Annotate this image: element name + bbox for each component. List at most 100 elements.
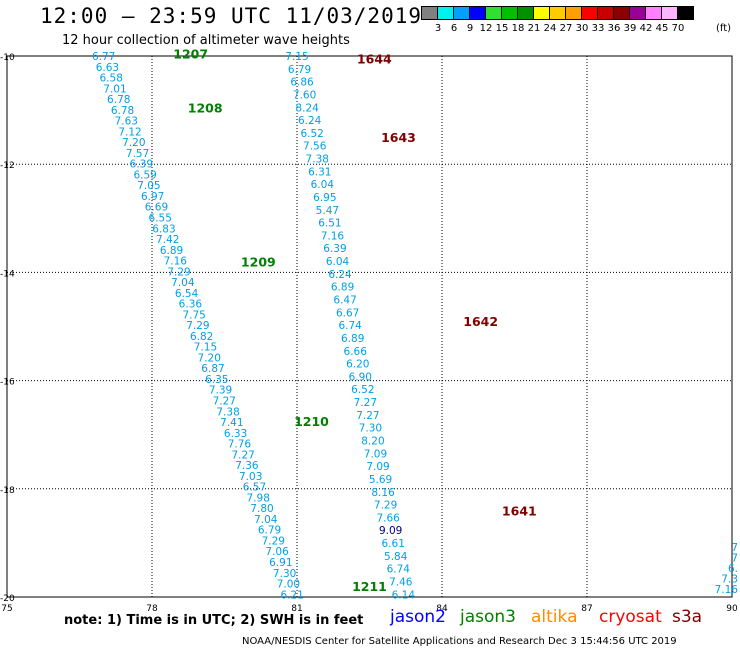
wave-height-value: 7.63 xyxy=(115,116,138,128)
wave-height-value: 5.84 xyxy=(384,551,408,563)
chart-subtitle: 12 hour collection of altimeter wave hei… xyxy=(62,33,350,48)
wave-height-value: 7.15 xyxy=(285,51,308,63)
wave-height-value: 6.61 xyxy=(382,538,405,550)
wave-height-value: 6.78 xyxy=(111,105,134,117)
wave-height-value: 6.89 xyxy=(160,245,183,257)
wave-height-value: 6.21 xyxy=(280,589,303,601)
wave-height-value: 6.95 xyxy=(313,192,336,204)
wave-height-value: 7.42 xyxy=(156,234,179,246)
wave-height-value: 7.04 xyxy=(171,277,195,289)
pass-time-label: 1643 xyxy=(381,130,416,145)
wave-height-value: 6.14 xyxy=(392,589,416,601)
wave-height-value: 6.31 xyxy=(308,166,331,178)
wave-height-value: 6.90 xyxy=(349,371,372,383)
wave-height-value: 6.24 xyxy=(328,269,352,281)
wave-height-value: 7.29 xyxy=(262,535,285,547)
wave-height-value: 6.87 xyxy=(201,363,224,375)
x-tick-label: 81 xyxy=(291,604,302,614)
wave-height-value: 6.47 xyxy=(333,295,356,307)
pass-time-label: 1644 xyxy=(357,52,392,67)
wave-height-value: 6.36 xyxy=(179,299,203,311)
wave-height-value: 7.36 xyxy=(235,460,259,472)
wave-height-value: 6.20 xyxy=(346,359,369,371)
wave-height-value: 7.01 xyxy=(103,83,126,95)
wave-height-value: 8.24 xyxy=(295,102,319,114)
scale-label: 18 xyxy=(511,23,525,34)
pass-time-label: 1641 xyxy=(502,503,537,518)
wave-height-value: 7.06 xyxy=(265,546,289,558)
wave-height-value: 7.3 xyxy=(721,574,738,586)
map-frame xyxy=(6,55,733,598)
wave-height-value: 8.16 xyxy=(371,487,395,499)
scale-label: 12 xyxy=(479,23,493,34)
y-tick-label: -16 xyxy=(0,378,15,388)
x-tick-label: 84 xyxy=(436,604,448,614)
x-tick-label: 78 xyxy=(146,604,158,614)
pass-time-label: 1208 xyxy=(188,100,223,115)
wave-height-value: 9.09 xyxy=(379,525,402,537)
wave-height-value: 6.79 xyxy=(258,525,281,537)
wave-height-value: 7.16 xyxy=(715,584,739,596)
scale-label: 24 xyxy=(543,23,557,34)
wave-height-value: 7.76 xyxy=(228,439,252,451)
scale-swatch xyxy=(677,6,694,20)
wave-height-value: 7.09 xyxy=(366,461,389,473)
wave-height-value: 6.54 xyxy=(175,288,199,300)
wave-height-value: 6.04 xyxy=(311,179,335,191)
wave-height-value: 6.57 xyxy=(243,482,266,494)
wave-height-value: 7.41 xyxy=(220,417,243,429)
pass-time-label: 1209 xyxy=(241,255,276,270)
wave-height-value: 6.83 xyxy=(152,223,175,235)
wave-height-value: 6.69 xyxy=(145,202,168,214)
wave-height-value: 6.97 xyxy=(141,191,164,203)
wave-height-value: 7.16 xyxy=(164,256,188,268)
wave-height-value: 6.77 xyxy=(92,51,115,63)
y-tick-label: -14 xyxy=(0,269,15,279)
wave-height-value: 6.89 xyxy=(331,282,354,294)
legend-altika: altika xyxy=(531,607,578,627)
wave-height-value: 6.86 xyxy=(290,77,314,89)
scale-label: 39 xyxy=(623,23,637,34)
scale-label: 3 xyxy=(434,23,442,34)
scale-label: 27 xyxy=(559,23,573,34)
wave-height-value: 6.24 xyxy=(298,115,322,127)
x-tick-label: 75 xyxy=(1,604,12,614)
wave-height-value: 7.27 xyxy=(354,397,377,409)
wave-height-value: 6.79 xyxy=(288,64,311,76)
wave-height-value: 7.38 xyxy=(216,406,239,418)
wave-height-value: 6.89 xyxy=(341,333,364,345)
wave-height-value: 6.52 xyxy=(300,128,323,140)
wave-height-value: 6.52 xyxy=(351,384,374,396)
chart-title: 12:00 — 23:59 UTC 11/03/2019 xyxy=(40,4,423,28)
wave-height-value: 7.46 xyxy=(389,576,413,588)
footer-credit: NOAA/NESDIS Center for Satellite Applica… xyxy=(242,636,677,647)
wave-height-value: 6. xyxy=(728,563,738,575)
wave-height-value: 7.27 xyxy=(213,396,236,408)
pass-time-label: 1642 xyxy=(463,314,498,329)
x-tick-label: 87 xyxy=(581,604,592,614)
wave-height-value: 7.98 xyxy=(247,492,270,504)
legend-cryosat: cryosat xyxy=(599,607,662,627)
scale-label: 33 xyxy=(591,23,605,34)
scale-label: 6 xyxy=(450,23,458,34)
x-tick-label: 90 xyxy=(726,604,738,614)
scale-label: 36 xyxy=(607,23,621,34)
wave-height-value: 7.09 xyxy=(364,448,387,460)
y-tick-label: -18 xyxy=(0,486,15,496)
note-text: note: 1) Time is in UTC; 2) SWH is in fe… xyxy=(64,613,364,628)
wave-height-value: 7.27 xyxy=(356,410,379,422)
wave-height-value: 6.35 xyxy=(205,374,228,386)
wave-height-value: 6.78 xyxy=(107,94,130,106)
wave-height-value: 7.57 xyxy=(126,148,149,160)
wave-height-value: 7.27 xyxy=(231,449,254,461)
color-scale-swatches xyxy=(421,6,694,20)
color-scale: 3 6 9 12 15 18 21 24 27 30 33 36 39 42 45 70 xyxy=(421,6,694,34)
wave-height-value: 7 xyxy=(731,553,738,565)
wave-height-value: 7.38 xyxy=(306,154,329,166)
wave-height-value: 7.00 xyxy=(277,579,300,591)
wave-height-value: 6.39 xyxy=(323,243,346,255)
scale-unit: (ft) xyxy=(716,23,732,34)
wave-height-value: 7.20 xyxy=(198,352,221,364)
legend-s3a: s3a xyxy=(672,607,703,627)
